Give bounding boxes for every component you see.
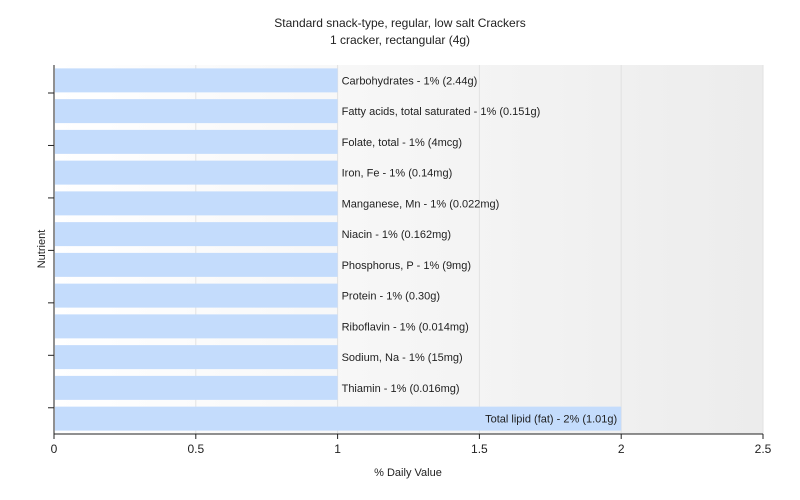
bar	[55, 99, 338, 124]
plot-background	[54, 65, 763, 434]
x-tick-label: 1	[334, 442, 341, 456]
bar-label: Iron, Fe - 1% (0.14mg)	[342, 168, 453, 180]
bar	[55, 160, 338, 185]
bar-label: Total lipid (fat) - 2% (1.01g)	[485, 414, 617, 426]
x-ticks: 0 0.5 1 1.5 2 2.5	[51, 434, 772, 456]
bar	[55, 68, 338, 93]
bar	[55, 345, 338, 370]
x-axis-label: % Daily Value	[374, 467, 442, 479]
bar-label: Phosphorus, P - 1% (9mg)	[342, 260, 471, 272]
bar	[55, 375, 338, 400]
y-ticks	[48, 92, 54, 409]
axes	[53, 65, 763, 435]
bar	[55, 129, 338, 154]
bar-label: Niacin - 1% (0.162mg)	[342, 229, 451, 241]
x-tick-label: 2.5	[755, 442, 772, 456]
bar	[55, 314, 338, 339]
y-axis-label: Nutrient	[36, 230, 48, 269]
bar	[55, 191, 338, 216]
bar-label: Riboflavin - 1% (0.014mg)	[342, 321, 469, 333]
x-tick-label: 1.5	[471, 442, 488, 456]
bar-label: Manganese, Mn - 1% (0.022mg)	[342, 198, 500, 210]
x-tick-label: 2	[618, 442, 625, 456]
bar-label: Carbohydrates - 1% (2.44g)	[342, 75, 478, 87]
bars: Carbohydrates - 1% (2.44g) Fatty acids, t…	[55, 68, 622, 431]
bar-label: Protein - 1% (0.30g)	[342, 291, 440, 303]
bar-label: Sodium, Na - 1% (15mg)	[342, 352, 463, 364]
x-tick-label: 0	[51, 442, 58, 456]
bar-label: Folate, total - 1% (4mcg)	[342, 137, 462, 149]
x-tick-label: 0.5	[187, 442, 204, 456]
gridlines	[195, 65, 764, 434]
bar-label: Fatty acids, total saturated - 1% (0.151…	[342, 106, 541, 118]
bar-label: Thiamin - 1% (0.016mg)	[342, 383, 460, 395]
bar	[55, 252, 338, 277]
bar	[55, 283, 338, 308]
bar	[55, 406, 622, 431]
chart-title: Standard snack-type, regular, low salt C…	[274, 16, 525, 30]
bar	[55, 222, 338, 247]
chart-subtitle: 1 cracker, rectangular (4g)	[330, 33, 470, 47]
